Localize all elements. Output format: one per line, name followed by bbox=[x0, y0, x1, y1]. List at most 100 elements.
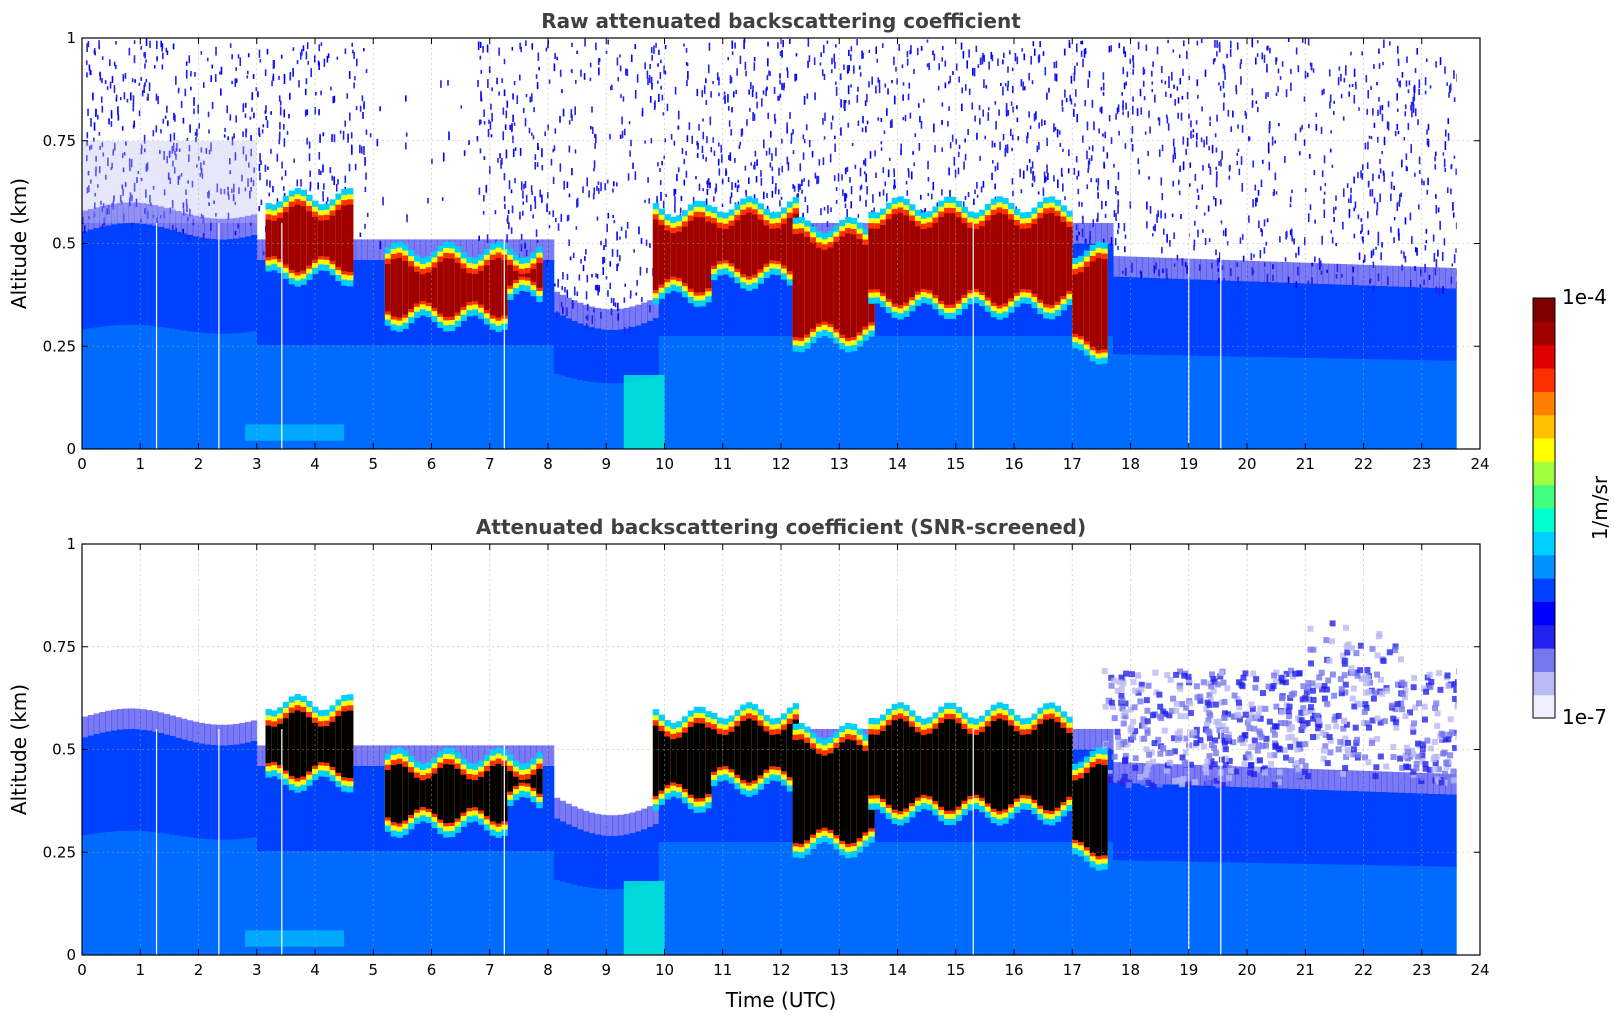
aerosol-column-dense bbox=[955, 841, 963, 955]
noise-speck bbox=[1321, 89, 1324, 96]
noise-speck bbox=[246, 75, 249, 79]
screened-patch bbox=[1248, 743, 1255, 750]
noise-speck bbox=[1403, 137, 1406, 141]
aerosol-edge bbox=[122, 708, 130, 730]
noise-speck bbox=[535, 229, 538, 237]
noise-speck bbox=[1353, 176, 1355, 184]
noise-speck bbox=[1077, 242, 1079, 250]
screened-patch bbox=[1148, 782, 1155, 789]
noise-speck bbox=[1078, 231, 1080, 235]
noise-speck bbox=[534, 161, 537, 170]
noise-speck bbox=[260, 160, 262, 166]
screened-patch bbox=[1145, 780, 1152, 787]
aerosol-column-dense bbox=[559, 375, 566, 449]
noise-speck bbox=[834, 143, 836, 152]
noise-speck bbox=[686, 135, 689, 143]
screened-patch bbox=[1362, 754, 1369, 761]
cloud-core bbox=[306, 211, 313, 266]
aerosol-edge bbox=[635, 810, 642, 832]
noise-speck bbox=[234, 231, 237, 236]
screened-patch bbox=[1211, 761, 1218, 768]
noise-speck bbox=[365, 129, 368, 135]
noise-speck bbox=[613, 181, 615, 187]
aerosol-column-dense bbox=[443, 345, 450, 449]
aerosol-column-dense bbox=[542, 851, 549, 955]
screened-patch bbox=[1320, 747, 1327, 754]
noise-speck bbox=[255, 87, 258, 91]
noise-speck bbox=[323, 183, 325, 190]
noise-speck bbox=[1016, 56, 1019, 65]
noise-speck bbox=[117, 106, 119, 115]
noise-speck bbox=[100, 96, 103, 103]
noise-speck bbox=[1370, 250, 1373, 259]
aerosol-edge bbox=[1194, 258, 1201, 280]
aerosol-edge bbox=[221, 218, 229, 240]
noise-speck bbox=[258, 163, 261, 172]
noise-speck bbox=[991, 140, 994, 148]
noise-speck bbox=[1011, 147, 1013, 152]
aerosol-edge bbox=[1206, 259, 1213, 280]
screened-patch bbox=[1231, 692, 1238, 699]
aerosol-column-dense bbox=[204, 333, 211, 449]
noise-speck bbox=[88, 215, 90, 220]
aerosol-edge bbox=[169, 715, 176, 737]
aerosol-column-dense bbox=[1008, 335, 1015, 449]
noise-speck bbox=[1076, 114, 1079, 123]
aerosol-column-dense bbox=[1206, 355, 1213, 449]
screened-patch bbox=[1215, 782, 1222, 789]
aerosol-edge bbox=[1427, 773, 1434, 794]
noise-speck bbox=[530, 185, 533, 193]
noise-speck bbox=[960, 42, 963, 50]
noise-speck bbox=[1360, 230, 1362, 234]
noise-speck bbox=[734, 42, 736, 49]
noise-speck bbox=[1117, 104, 1120, 112]
noise-speck bbox=[650, 47, 653, 54]
noise-speck bbox=[1117, 246, 1119, 250]
aerosol-column-dense bbox=[542, 345, 549, 449]
noise-speck bbox=[166, 105, 168, 113]
screened-patch bbox=[1251, 725, 1258, 732]
screened-patch bbox=[1265, 683, 1272, 690]
noise-speck bbox=[1208, 238, 1211, 243]
noise-speck bbox=[110, 166, 113, 171]
noise-speck bbox=[1267, 142, 1270, 151]
screened-patch bbox=[1310, 646, 1317, 653]
noise-speck bbox=[547, 124, 549, 131]
noise-speck bbox=[1263, 247, 1266, 254]
noise-speck bbox=[1439, 57, 1442, 65]
noise-speck bbox=[1272, 191, 1275, 196]
noise-speck bbox=[282, 186, 285, 191]
aerosol-edge bbox=[1200, 259, 1207, 280]
noise-speck bbox=[503, 89, 506, 97]
noise-speck bbox=[955, 138, 957, 145]
cloud-core bbox=[932, 222, 939, 296]
aerosol-column-dense bbox=[87, 834, 95, 955]
aerosol-column-dense bbox=[250, 837, 258, 955]
cloud-core bbox=[786, 217, 794, 272]
cloud-core bbox=[979, 226, 986, 292]
noise-speck bbox=[265, 115, 268, 121]
aerosol-column-dense bbox=[1340, 358, 1347, 449]
cloud-core bbox=[926, 227, 933, 291]
screened-patch bbox=[1204, 721, 1211, 728]
noise-speck bbox=[762, 191, 765, 200]
aerosol-column-dense bbox=[792, 841, 799, 955]
noise-speck bbox=[482, 45, 484, 53]
aerosol-column-dense bbox=[495, 851, 502, 955]
screened-patch bbox=[1348, 665, 1355, 672]
noise-speck bbox=[904, 114, 907, 122]
cloud-core bbox=[1031, 224, 1038, 294]
noise-speck bbox=[865, 173, 867, 183]
screened-patch bbox=[1261, 769, 1268, 776]
aerosol-edge bbox=[1392, 265, 1399, 287]
noise-speck bbox=[1237, 276, 1239, 284]
noise-speck bbox=[991, 160, 994, 164]
noise-speck bbox=[1125, 102, 1127, 110]
noise-speck bbox=[749, 107, 751, 112]
aerosol-column-dense bbox=[233, 839, 240, 955]
x-tick-label: 18 bbox=[1121, 455, 1140, 473]
noise-speck bbox=[1185, 148, 1187, 156]
cloud-core bbox=[323, 220, 331, 257]
noise-speck bbox=[1427, 177, 1429, 186]
screened-patch bbox=[1361, 708, 1368, 715]
